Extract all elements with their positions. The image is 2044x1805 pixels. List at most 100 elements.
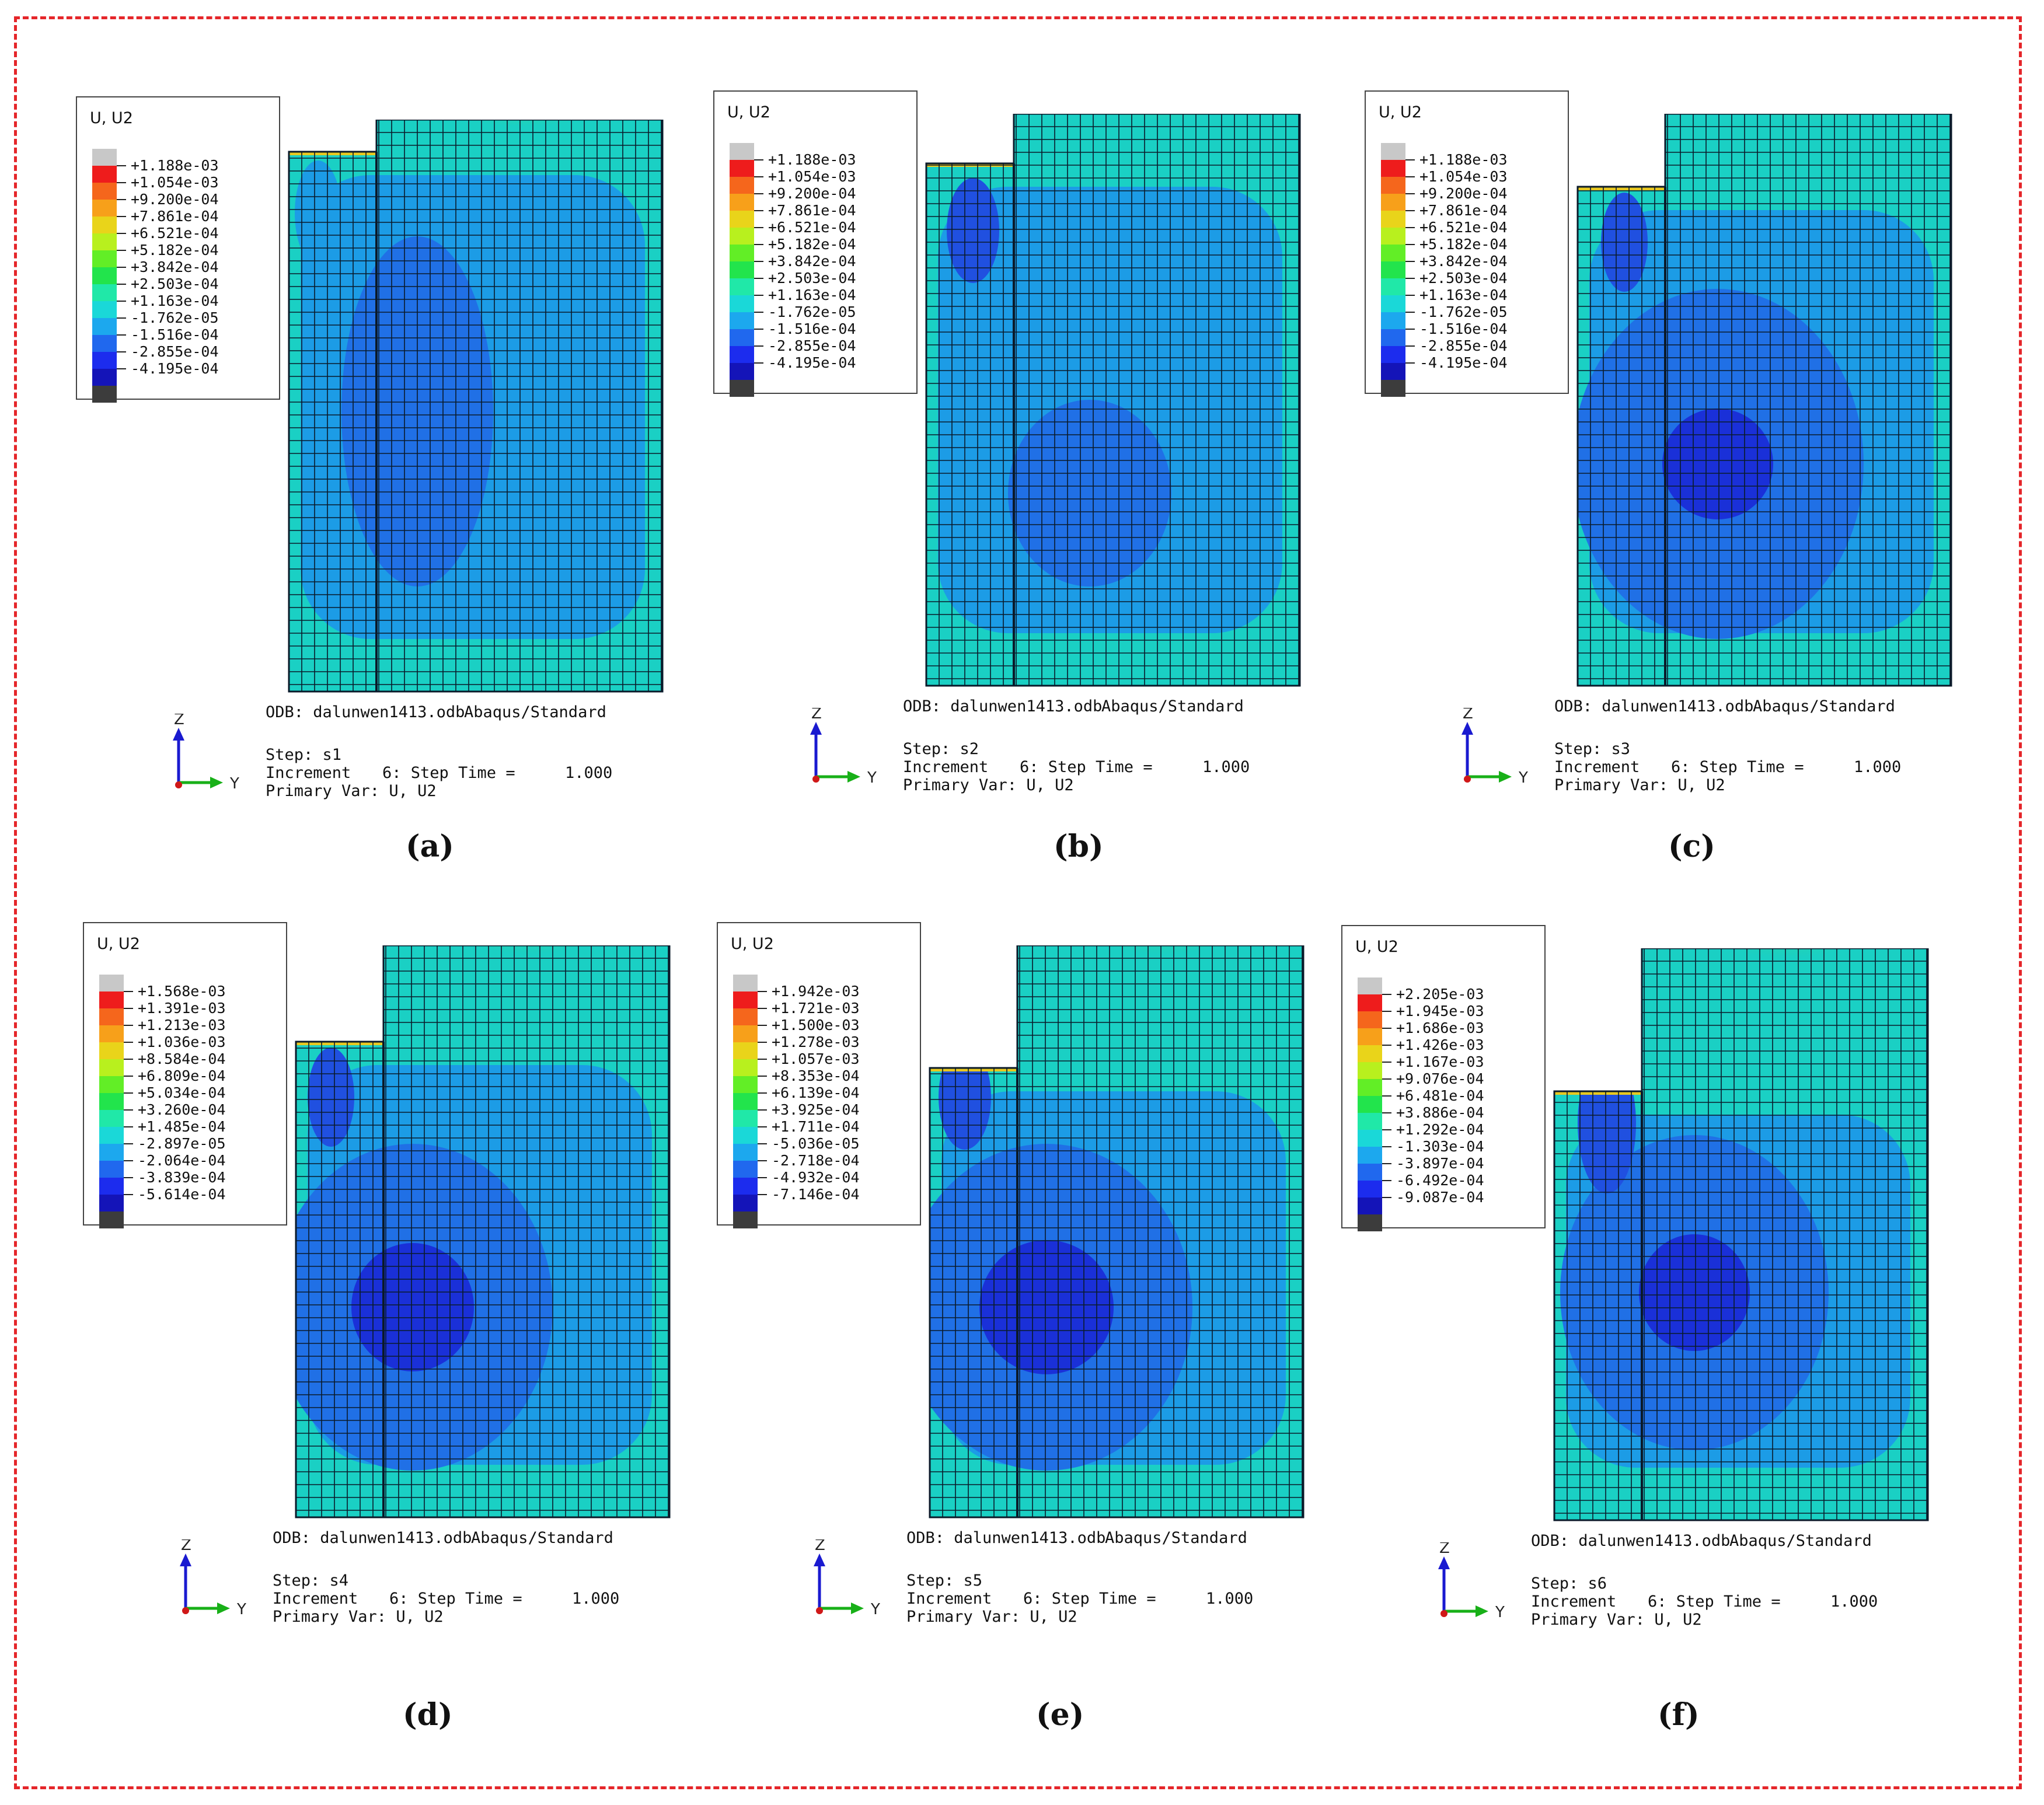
legend-tick [1382, 1146, 1391, 1147]
legend-tick [1405, 210, 1415, 211]
legend-swatch [730, 346, 754, 363]
legend-tick [754, 261, 763, 262]
primary-var-label: Primary Var: U, U2 [1554, 776, 1725, 794]
color-legend: U, U2 +1.942e-03 +1.721e-03 +1.500e-03 +1.27… [717, 922, 921, 1228]
legend-swatch [730, 160, 754, 177]
legend-swatch [730, 194, 754, 211]
increment-value: 6: Step Time = [1020, 758, 1153, 776]
step-label: Step: s1 [266, 746, 342, 764]
legend-title: U, U2 [731, 935, 774, 953]
axis-z-label: Z [181, 1539, 191, 1554]
axis-triad: ZY [1462, 708, 1528, 787]
legend-tick [1382, 1197, 1391, 1198]
legend-value: -1.516e-04 [1419, 320, 1508, 337]
legend-swatch [1358, 1011, 1382, 1028]
legend-tick [758, 1160, 767, 1161]
legend-tick [117, 165, 126, 166]
legend-tick [124, 1008, 133, 1009]
legend-swatch [1381, 278, 1405, 295]
step-time-value: 1.000 [1202, 758, 1250, 776]
legend-title: U, U2 [97, 935, 140, 953]
legend-swatch [1381, 346, 1405, 363]
legend-swatch [1358, 1197, 1382, 1214]
legend-value: +5.182e-04 [1419, 236, 1508, 253]
legend-swatch [99, 1178, 124, 1195]
legend-value: +2.205e-03 [1396, 986, 1484, 1003]
legend-tick [758, 1143, 767, 1144]
legend-tick [1382, 1112, 1391, 1113]
legend-tick [124, 1143, 133, 1144]
legend-swatch [92, 233, 117, 250]
legend-swatch [730, 211, 754, 228]
panel-caption: (c) [1668, 829, 1715, 864]
legend-tick [124, 1076, 133, 1077]
legend-swatch [733, 1059, 758, 1076]
legend-value: -2.855e-04 [768, 337, 856, 354]
axis-z-label: Z [174, 714, 184, 728]
legend-tick [1405, 295, 1415, 296]
legend-value: +6.521e-04 [131, 225, 219, 242]
contour-plot [288, 120, 664, 693]
legend-tick [758, 1126, 767, 1127]
legend-swatch [1358, 1181, 1382, 1197]
legend-value: +3.886e-04 [1396, 1104, 1484, 1121]
legend-swatch [730, 278, 754, 295]
legend-value: +6.521e-04 [1419, 219, 1508, 236]
legend-value: +1.054e-03 [768, 168, 856, 185]
legend-tick [124, 1025, 133, 1026]
legend-tick [1382, 1045, 1391, 1046]
legend-tick [124, 1042, 133, 1043]
legend-value: -2.718e-04 [772, 1152, 860, 1169]
odb-label: ODB: dalunwen1413.odb [906, 1529, 1106, 1547]
legend-swatch [1358, 1028, 1382, 1045]
step-time-value: 1.000 [572, 1590, 620, 1608]
legend-value: +1.036e-03 [138, 1034, 226, 1050]
legend-value: -1.516e-04 [768, 320, 856, 337]
solver-label: Abaqus/Standard [464, 703, 606, 721]
legend-value: +1.054e-03 [1419, 168, 1508, 185]
legend-value: -2.064e-04 [138, 1152, 226, 1169]
legend-swatch [99, 1110, 124, 1127]
legend-value: +6.481e-04 [1396, 1087, 1484, 1104]
legend-swatch [1358, 1062, 1382, 1079]
legend-swatch [92, 352, 117, 369]
legend-swatch [92, 267, 117, 284]
legend-swatch [733, 1093, 758, 1110]
legend-value: +1.188e-03 [131, 157, 219, 174]
legend-value: +6.521e-04 [768, 219, 856, 236]
odb-label: ODB: dalunwen1413.odb [903, 697, 1103, 715]
legend-value: +5.034e-04 [138, 1084, 226, 1101]
legend-swatch [1381, 211, 1405, 228]
legend-swatch [92, 335, 117, 352]
legend-tick [1382, 1163, 1391, 1164]
legend-swatch [92, 369, 117, 386]
step-label: Step: s2 [903, 740, 979, 758]
legend-swatch [733, 1178, 758, 1195]
legend-swatch [730, 295, 754, 312]
legend-value: +2.503e-04 [131, 275, 219, 292]
legend-tick [1405, 362, 1415, 364]
contour-plot [925, 114, 1301, 687]
step-label: Step: s4 [273, 1572, 349, 1590]
legend-value: +3.260e-04 [138, 1101, 226, 1118]
increment-label: Increment [1531, 1593, 1617, 1611]
legend-value: +5.182e-04 [131, 242, 219, 259]
legend-value: -5.036e-05 [772, 1135, 860, 1152]
legend-value: +1.054e-03 [131, 174, 219, 191]
axis-triad: ZY [814, 1539, 880, 1618]
axis-y-label: Y [1495, 1604, 1505, 1621]
legend-swatch [1381, 245, 1405, 261]
legend-tick [758, 1177, 767, 1178]
legend-tick [1382, 1011, 1391, 1012]
legend-value: -2.855e-04 [131, 343, 219, 360]
legend-swatch [99, 1144, 124, 1161]
legend-tick [1382, 1078, 1391, 1080]
panel-caption: (b) [1054, 829, 1104, 864]
panel-caption: (d) [403, 1697, 453, 1733]
legend-tick [117, 267, 126, 268]
step-time-value: 1.000 [1206, 1590, 1254, 1608]
legend-swatch [1358, 1164, 1382, 1181]
increment-label: Increment [1554, 758, 1640, 776]
legend-tick [124, 1177, 133, 1178]
legend-tick [754, 193, 763, 194]
